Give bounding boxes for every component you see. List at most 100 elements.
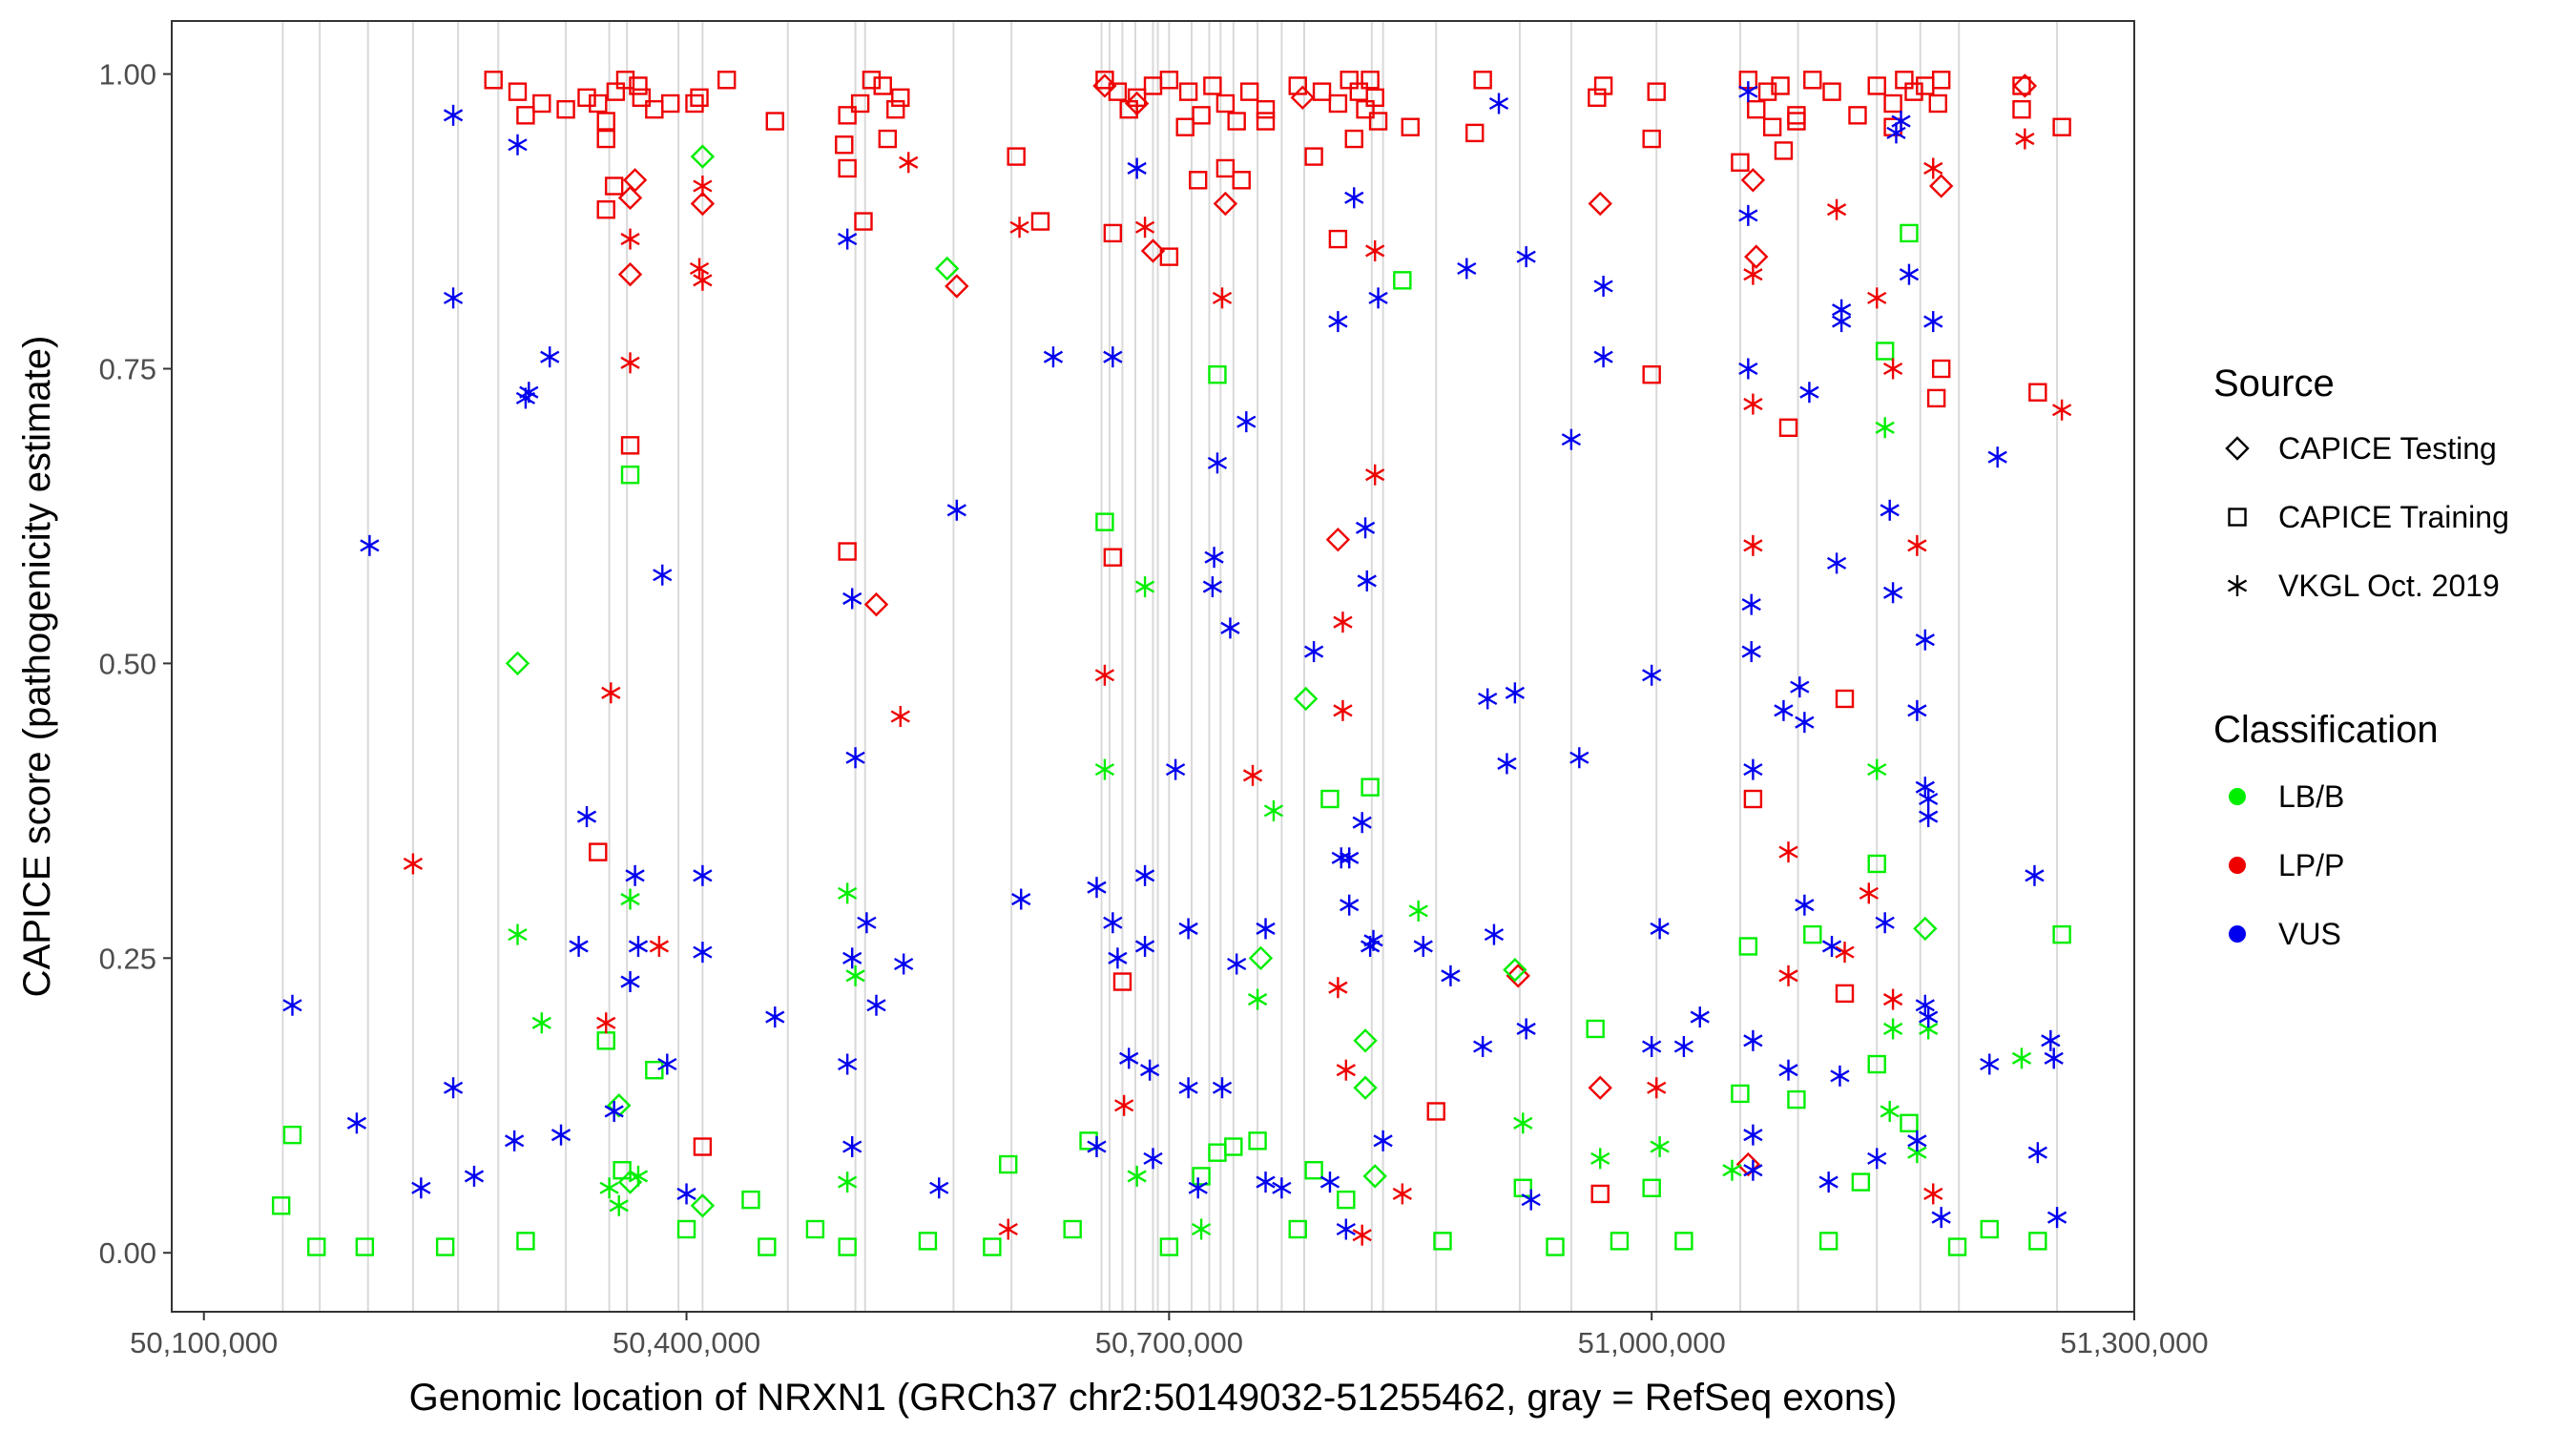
data-point	[1352, 812, 1372, 834]
data-point	[1215, 158, 1236, 178]
legend-key-dot	[2229, 857, 2246, 874]
data-point	[838, 158, 857, 178]
x-tick-label: 51,000,000	[1578, 1326, 1726, 1359]
data-point	[1741, 593, 1761, 615]
data-point	[1290, 85, 1316, 111]
data-point	[1365, 239, 1385, 261]
data-point	[1159, 71, 1179, 90]
legend-source-label: CAPICE Testing	[2278, 431, 2497, 466]
data-point	[1741, 641, 1761, 663]
data-point	[531, 1012, 551, 1034]
data-point	[1735, 1151, 1761, 1177]
data-point	[1826, 198, 1847, 220]
data-points	[271, 71, 2072, 1256]
y-tick-label: 1.00	[99, 58, 156, 92]
data-point	[615, 71, 635, 90]
y-tick-label: 0.75	[99, 353, 156, 386]
data-point	[1822, 82, 1841, 101]
data-point	[660, 93, 680, 114]
data-point	[1103, 223, 1123, 243]
data-point	[929, 1177, 949, 1199]
data-point	[1778, 964, 1798, 986]
data-point	[1312, 82, 1332, 101]
data-point	[1931, 359, 1951, 379]
data-point	[1357, 570, 1377, 591]
data-point	[1919, 788, 1939, 810]
data-point	[2044, 1047, 2064, 1069]
data-point	[620, 971, 640, 993]
data-point	[1738, 937, 1758, 956]
data-point	[1895, 71, 1914, 90]
data-point	[282, 1125, 302, 1145]
data-point	[1503, 957, 1527, 983]
data-point	[1928, 174, 1954, 198]
data-point	[556, 99, 575, 119]
data-point	[2012, 73, 2038, 98]
plot-panel-border	[171, 20, 2135, 1313]
data-point	[1344, 129, 1363, 149]
data-point	[1256, 1172, 1276, 1193]
data-point	[1513, 1112, 1533, 1134]
data-point	[443, 287, 464, 309]
data-point	[1880, 1100, 1900, 1122]
data-point	[805, 1219, 825, 1239]
data-point	[1353, 1075, 1378, 1100]
data-point	[589, 842, 608, 861]
legend-source-title: Source	[2213, 363, 2335, 404]
data-point	[628, 935, 649, 957]
data-point	[1588, 191, 1612, 217]
data-point	[1114, 1094, 1134, 1116]
data-point	[1239, 82, 1259, 101]
data-point	[1140, 238, 1166, 263]
data-point	[1352, 1224, 1372, 1246]
data-point	[1087, 1136, 1107, 1158]
y-tick-label: 0.50	[99, 647, 156, 680]
data-point	[741, 1190, 760, 1210]
data-point	[1650, 918, 1670, 940]
data-point	[693, 175, 713, 197]
data-point	[1774, 141, 1794, 160]
legend-classification-title: Classification	[2213, 709, 2439, 751]
data-point	[1642, 364, 1661, 384]
data-point	[1923, 157, 1943, 179]
data-point	[1642, 1035, 1662, 1057]
data-point	[1738, 358, 1758, 380]
data-point	[1140, 1059, 1160, 1081]
data-point	[1207, 452, 1228, 474]
data-point	[576, 806, 597, 828]
data-point	[1880, 499, 1900, 521]
data-point	[899, 152, 919, 174]
data-point	[1094, 664, 1115, 686]
data-point	[1095, 512, 1114, 531]
data-point	[934, 256, 960, 281]
data-point	[1980, 1219, 1999, 1239]
data-point	[1795, 894, 1815, 916]
data-point	[1340, 71, 1359, 90]
data-point	[1731, 153, 1750, 172]
data-point	[1368, 287, 1388, 309]
data-point	[1473, 71, 1492, 90]
data-point	[607, 1093, 632, 1118]
data-point	[606, 82, 626, 101]
data-point	[2011, 1047, 2032, 1069]
data-point	[1803, 71, 1822, 90]
data-point	[1790, 676, 1810, 698]
data-point	[1743, 534, 1763, 556]
data-point	[271, 1196, 291, 1215]
legend-classification-label: VUS	[2278, 917, 2341, 951]
data-point	[1743, 393, 1763, 415]
data-point	[850, 93, 870, 114]
data-point	[1722, 1159, 1742, 1181]
data-point	[842, 588, 862, 610]
data-point	[629, 76, 648, 95]
legend-classification-label: LB/B	[2278, 779, 2344, 814]
data-point	[1516, 246, 1536, 268]
data-point	[1771, 76, 1790, 95]
data-point	[1465, 123, 1485, 143]
data-point	[1127, 88, 1147, 108]
data-point	[596, 1012, 616, 1034]
data-point	[1647, 82, 1666, 101]
data-point	[2028, 383, 2047, 402]
data-point	[998, 1218, 1018, 1240]
data-point	[1256, 99, 1276, 119]
